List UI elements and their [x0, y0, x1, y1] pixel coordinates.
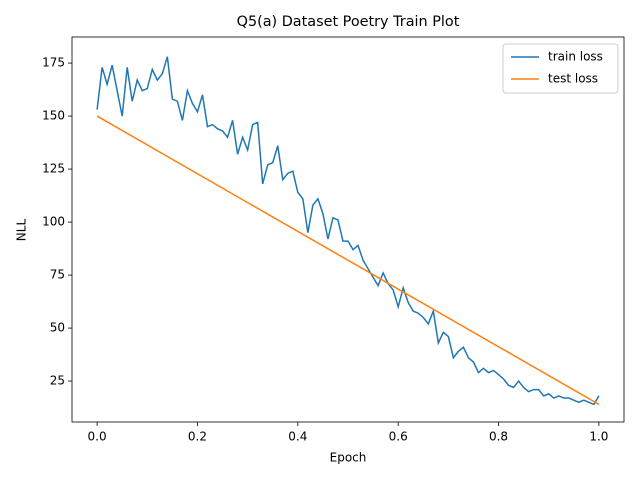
- line: [96, 56, 600, 406]
- legend-label: test loss: [548, 72, 598, 86]
- y-tick-label: 150: [42, 109, 65, 123]
- x-axis-label: Epoch: [330, 451, 367, 465]
- x-tick-label: 0.6: [389, 430, 408, 444]
- x-tick-label: 1.0: [589, 430, 608, 444]
- y-tick-label: 50: [50, 321, 65, 335]
- y-tick-label: 175: [42, 56, 65, 70]
- plot-frame: [71, 36, 625, 423]
- y-tick-label: 75: [50, 268, 65, 282]
- x-tick-label: 0.8: [489, 430, 508, 444]
- x-tick-label: 0.0: [88, 430, 107, 444]
- x-tick-label: 0.4: [288, 430, 307, 444]
- y-tick-label: 25: [50, 374, 65, 388]
- y-axis-label: NLL: [15, 219, 29, 242]
- x-tick-label: 0.2: [188, 430, 207, 444]
- y-tick-label: 100: [42, 215, 65, 229]
- legend-label: train loss: [548, 50, 603, 64]
- line: [96, 115, 600, 406]
- chart-title: Q5(a) Dataset Poetry Train Plot: [237, 14, 460, 30]
- y-tick-label: 125: [42, 162, 65, 176]
